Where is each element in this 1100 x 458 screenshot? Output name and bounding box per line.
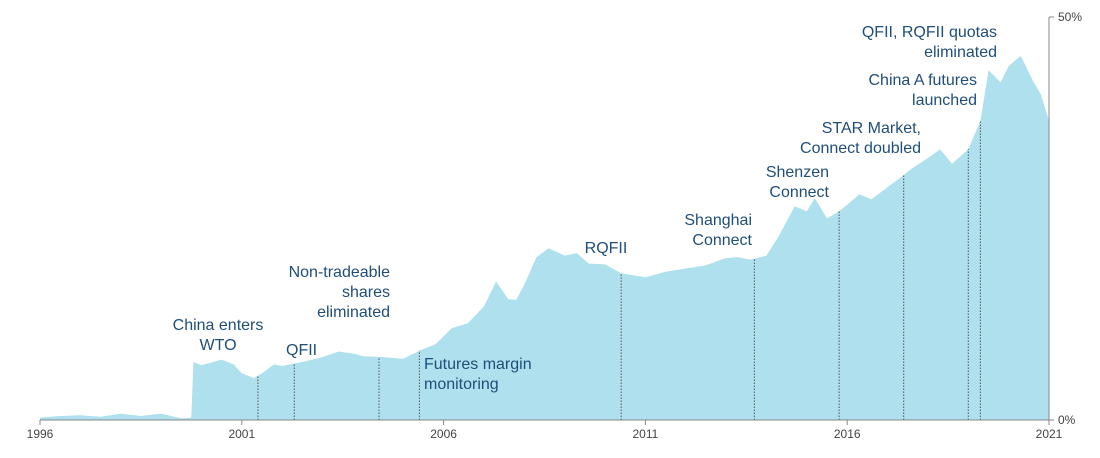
event-annotation-line: Shenzen [766,164,829,181]
event-annotation-line: Non-tradeable [289,264,391,281]
event-annotation: QFII [286,342,317,359]
x-tick-label: 2021 [1036,427,1063,441]
event-annotation-line: QFII [286,342,317,359]
event-annotation-line: QFII, RQFII quotas [862,24,997,41]
event-annotation-line: Connect [769,184,829,201]
x-tick-label: 2011 [632,427,658,441]
event-lines-layer [257,120,981,420]
y-tick-label: 50% [1058,10,1082,24]
event-annotation: Futures margin monitoring [424,356,532,393]
x-tick-label: 1996 [27,427,54,441]
event-annotation-line: STAR Market, [822,120,921,137]
event-annotation-line: RQFII [585,240,628,257]
event-annotation-line: China enters [173,317,264,334]
area-series [40,55,1049,420]
event-annotation-line: monitoring [424,376,499,393]
event-annotation-line: Connect doubled [800,140,921,157]
x-tick-label: 2006 [430,427,457,441]
annotation-labels-layer: China enters WTO QFII Non-tradeable shares el… [173,24,997,393]
event-annotation: Non-tradeable shares eliminated [289,264,391,321]
event-annotation: Shanghai Connect [684,212,752,249]
event-annotation: China enters WTO [173,317,264,354]
event-annotation-line: China A futures [868,72,977,89]
event-annotation-line: shares [342,284,390,301]
event-annotation: China A futures launched [868,72,977,109]
area-layer [40,55,1049,420]
event-annotation: STAR Market, Connect doubled [800,120,921,157]
x-tick-label: 2016 [834,427,861,441]
event-annotation-line: Connect [692,232,752,249]
event-annotation-line: WTO [199,337,236,354]
event-annotation: QFII, RQFII quotas eliminated [862,24,997,61]
y-tick-label: 0% [1058,413,1076,427]
event-annotation-line: eliminated [317,304,390,321]
event-annotation-line: Futures margin [424,356,532,373]
event-annotation-line: eliminated [924,44,997,61]
event-annotation: Shenzen Connect [766,164,830,201]
x-tick-label: 2001 [228,427,255,441]
event-annotation: RQFII [585,240,628,257]
event-annotation-line: Shanghai [684,212,752,229]
event-annotation-line: launched [912,92,977,109]
